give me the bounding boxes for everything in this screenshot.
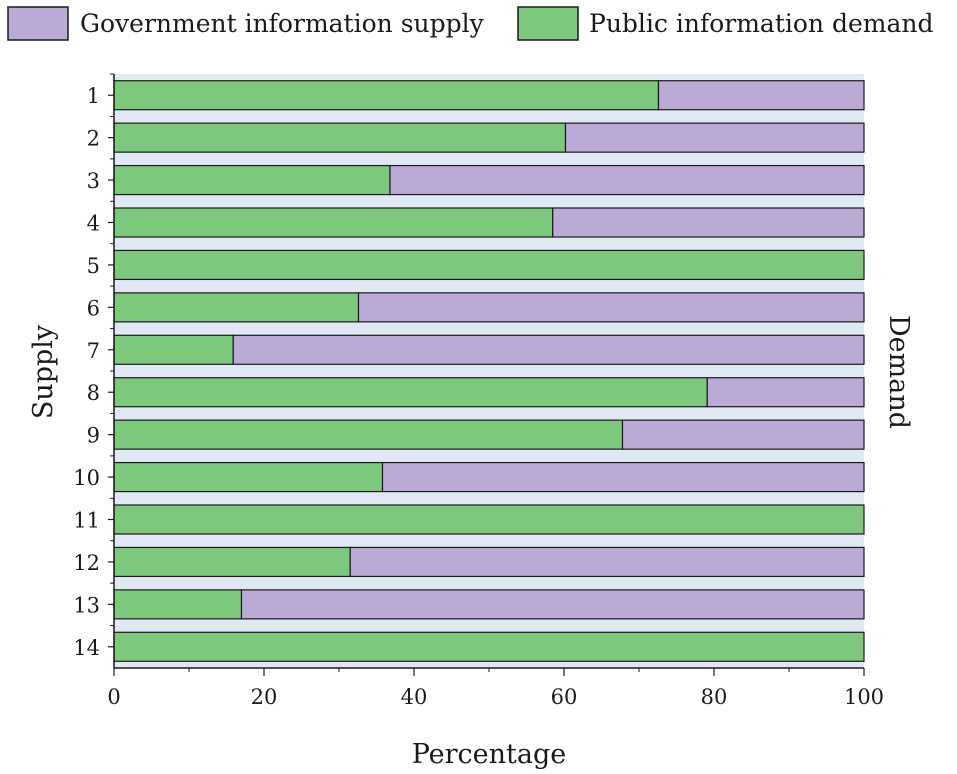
y-tick-label: 3 [87, 169, 100, 193]
x-tick-label: 100 [844, 685, 884, 709]
bar-segment-demand-10 [113, 461, 384, 493]
x-tick-label: 80 [701, 685, 728, 709]
y-tick-label: 10 [73, 466, 100, 490]
bar-segment-demand-13 [113, 589, 243, 620]
legend-swatch-demand [517, 6, 579, 41]
bar-segment-demand-4 [113, 207, 554, 238]
y-tick-label: 8 [87, 381, 100, 405]
legend-swatch-supply [7, 6, 69, 41]
y-tick-label: 6 [87, 296, 100, 320]
y-tick-label: 11 [73, 509, 100, 533]
bar-segment-supply-4 [552, 207, 865, 238]
legend-label-demand: Public information demand [589, 9, 933, 38]
legend-label-supply: Government information supply [80, 9, 485, 38]
bar-segment-supply-3 [389, 164, 865, 196]
legend: Government information supply Public inf… [7, 6, 933, 41]
y-tick-label: 2 [87, 127, 100, 151]
y-tick-label: 7 [87, 339, 100, 363]
bar-segment-supply-12 [349, 546, 865, 578]
bar-segment-supply-1 [657, 80, 865, 111]
x-tick-label: 40 [401, 685, 428, 709]
y-tick-label: 5 [87, 254, 100, 278]
bar-segment-demand-6 [113, 292, 360, 323]
x-tick-group: 0 20 40 60 80 100 [107, 668, 884, 709]
plot-background [114, 74, 864, 668]
bar-segment-demand-14 [113, 631, 865, 662]
bar-segment-supply-7 [232, 334, 865, 365]
y-axis-title-left: Supply [28, 324, 59, 419]
y-tick-label: 4 [87, 212, 100, 236]
bar-segment-demand-3 [113, 164, 391, 196]
bar-segment-demand-11 [113, 504, 865, 535]
x-tick-label: 20 [251, 685, 278, 709]
bar-segment-demand-7 [113, 334, 234, 365]
bar-segment-demand-5 [113, 249, 865, 281]
bar-segment-demand-8 [113, 377, 708, 408]
x-axis-title: Percentage [412, 739, 567, 770]
x-tick-label: 60 [551, 685, 578, 709]
bar-group [113, 80, 865, 662]
bar-segment-demand-9 [113, 419, 624, 450]
bar-segment-supply-13 [240, 589, 865, 620]
y-tick-label: 1 [87, 84, 100, 108]
y-tick-label: 12 [73, 551, 100, 575]
y-tick-label: 14 [73, 636, 100, 660]
bar-segment-demand-1 [113, 80, 660, 111]
y-axis-title-right: Demand [883, 315, 914, 429]
x-tick-label: 0 [107, 685, 120, 709]
bar-segment-supply-10 [381, 461, 865, 493]
bar-segment-demand-12 [113, 546, 351, 578]
bar-segment-supply-9 [621, 419, 865, 450]
y-tick-label: 13 [73, 593, 100, 617]
bar-segment-supply-6 [357, 292, 865, 323]
bar-segment-supply-2 [564, 122, 865, 153]
bar-segment-supply-8 [706, 377, 865, 408]
y-tick-label: 9 [87, 424, 100, 448]
bar-segment-demand-2 [113, 122, 567, 153]
